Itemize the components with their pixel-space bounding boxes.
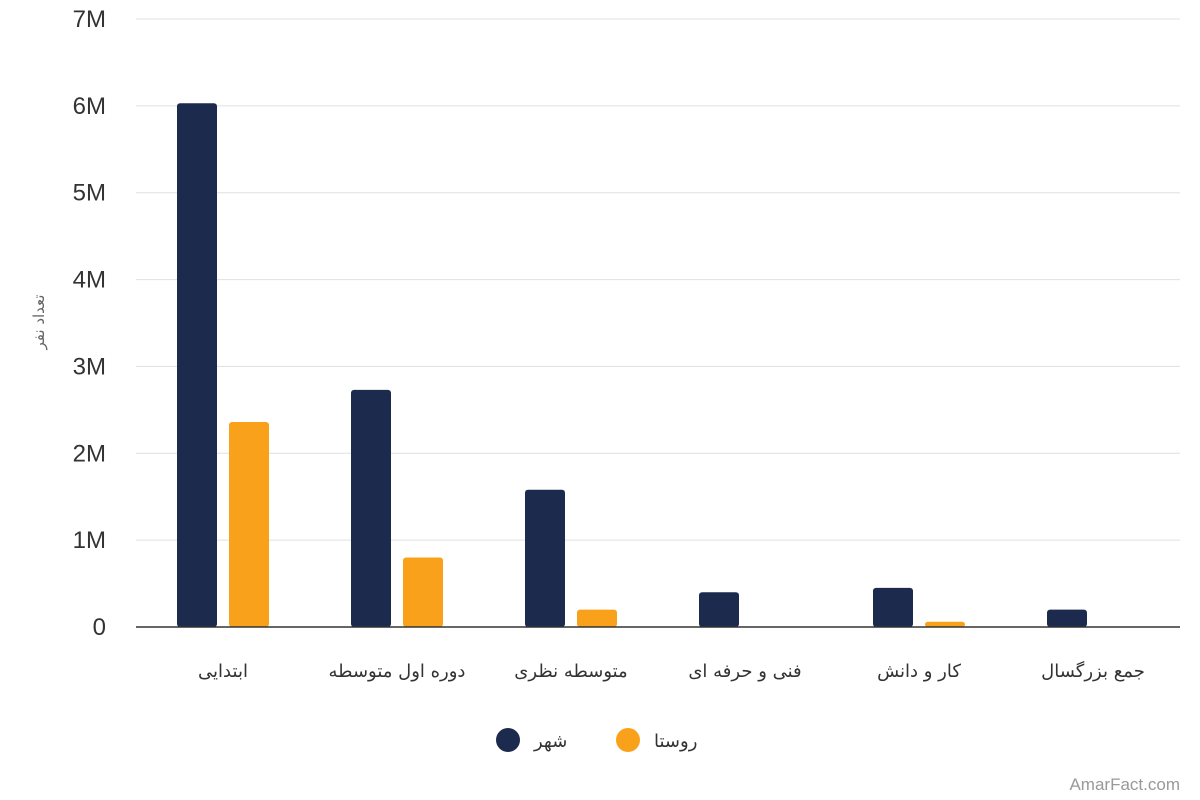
x-tick-label: کار و دانش bbox=[877, 661, 961, 682]
y-tick-label: 1M bbox=[73, 527, 106, 554]
bar-shahr[interactable] bbox=[525, 489, 565, 627]
y-tick-label: 6M bbox=[73, 93, 106, 120]
bar-shahr[interactable] bbox=[351, 389, 391, 627]
x-tick-label: فنی و حرفه ای bbox=[688, 661, 801, 682]
x-tick-label: دوره اول متوسطه bbox=[329, 661, 466, 682]
legend-label[interactable]: شهر bbox=[533, 731, 567, 752]
legend-marker[interactable] bbox=[616, 728, 640, 752]
y-tick-label: 2M bbox=[73, 440, 106, 467]
bar-roosta[interactable] bbox=[925, 621, 965, 627]
x-tick-label: جمع بزرگسال bbox=[1041, 660, 1145, 682]
bars bbox=[177, 103, 1087, 628]
bar-roosta[interactable] bbox=[577, 609, 617, 627]
credit-text[interactable]: AmarFact.com bbox=[1069, 775, 1180, 794]
y-axis-title: تعداد نفر bbox=[30, 295, 48, 351]
y-tick-label: 5M bbox=[73, 180, 106, 207]
bar-shahr[interactable] bbox=[177, 103, 217, 628]
bar-shahr[interactable] bbox=[873, 587, 913, 627]
grid-lines bbox=[136, 18, 1180, 541]
bar-roosta[interactable] bbox=[403, 557, 443, 627]
y-tick-label: 0 bbox=[93, 614, 106, 641]
y-axis-ticks: 0 1M 2M 3M 4M 5M 6M 7M bbox=[73, 6, 106, 641]
y-tick-label: 4M bbox=[73, 267, 106, 294]
legend-label[interactable]: روستا bbox=[654, 731, 697, 752]
bar-roosta[interactable] bbox=[229, 422, 269, 627]
legend: شهر روستا bbox=[496, 728, 697, 752]
legend-marker[interactable] bbox=[496, 728, 520, 752]
y-tick-label: 3M bbox=[73, 353, 106, 380]
x-axis-labels: ابتدایی دوره اول متوسطه متوسطه نظری فنی و ح… bbox=[198, 660, 1145, 682]
bar-shahr[interactable] bbox=[1047, 609, 1087, 627]
x-tick-label: ابتدایی bbox=[198, 661, 248, 682]
x-tick-label: متوسطه نظری bbox=[514, 661, 627, 682]
y-tick-label: 7M bbox=[73, 6, 106, 33]
bar-shahr[interactable] bbox=[699, 592, 739, 627]
